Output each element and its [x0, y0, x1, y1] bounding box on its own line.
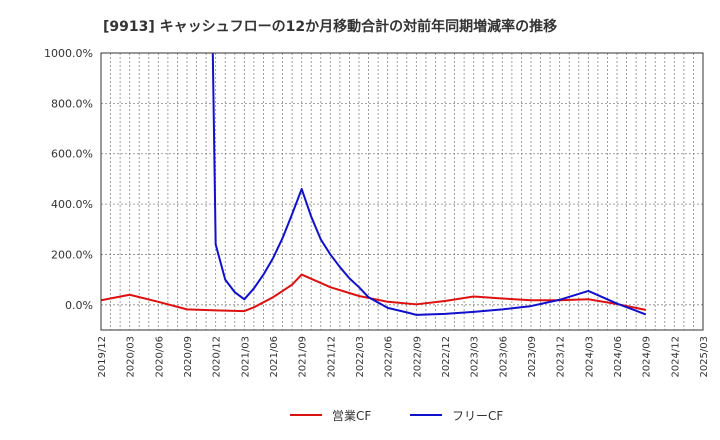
- series-line-0: [101, 273, 646, 313]
- y-tick-label: 600.0%: [51, 148, 93, 161]
- legend: 営業CF フリーCF: [290, 409, 503, 423]
- y-axis-ticks: 0.0% 200.0% 400.0% 600.0% 800.0% 1000.0%: [44, 47, 93, 312]
- y-tick-label: 0.0%: [65, 299, 93, 312]
- legend-label-free-cf: フリーCF: [452, 409, 503, 423]
- x-tick-label: 2024/03: [584, 336, 595, 378]
- y-tick-label: 800.0%: [51, 97, 93, 110]
- x-tick-label: 2025/03: [699, 336, 710, 378]
- series-lines: [101, 53, 647, 316]
- y-tick-label: 200.0%: [51, 248, 93, 261]
- x-tick-label: 2023/09: [527, 336, 538, 378]
- series-line-1: [211, 53, 647, 316]
- x-tick-label: 2020/06: [154, 336, 165, 378]
- y-tick-label: 1000.0%: [44, 47, 93, 60]
- x-tick-label: 2021/06: [269, 336, 280, 378]
- x-tick-label: 2020/03: [126, 336, 137, 378]
- x-tick-label: 2020/09: [183, 336, 194, 378]
- x-tick-label: 2023/03: [470, 336, 481, 378]
- x-tick-label: 2024/09: [642, 336, 653, 378]
- chart-title: [9913] キャッシュフローの12か月移動合計の対前年同期増減率の推移: [103, 18, 557, 35]
- x-tick-label: 2024/06: [613, 336, 624, 378]
- x-tick-label: 2022/03: [355, 336, 366, 378]
- x-tick-label: 2022/09: [412, 336, 423, 378]
- plot-area: [101, 53, 703, 330]
- x-axis-ticks: 2019/12 2020/03 2020/06 2020/09 2020/12 2021/…: [97, 336, 710, 378]
- x-tick-label: 2021/09: [298, 336, 309, 378]
- x-tick-label: 2021/12: [326, 336, 337, 378]
- x-tick-label: 2023/06: [498, 336, 509, 378]
- x-tick-label: 2023/12: [556, 336, 567, 378]
- x-tick-label: 2022/12: [441, 336, 452, 378]
- x-tick-label: 2020/12: [212, 336, 223, 378]
- y-tick-label: 400.0%: [51, 198, 93, 211]
- legend-label-operating-cf: 営業CF: [332, 409, 371, 423]
- x-tick-label: 2021/03: [240, 336, 251, 378]
- plot-frame: [100, 52, 704, 331]
- x-tick-label: 2019/12: [97, 336, 108, 378]
- x-tick-label: 2022/06: [384, 336, 395, 378]
- x-tick-label: 2024/12: [670, 336, 681, 378]
